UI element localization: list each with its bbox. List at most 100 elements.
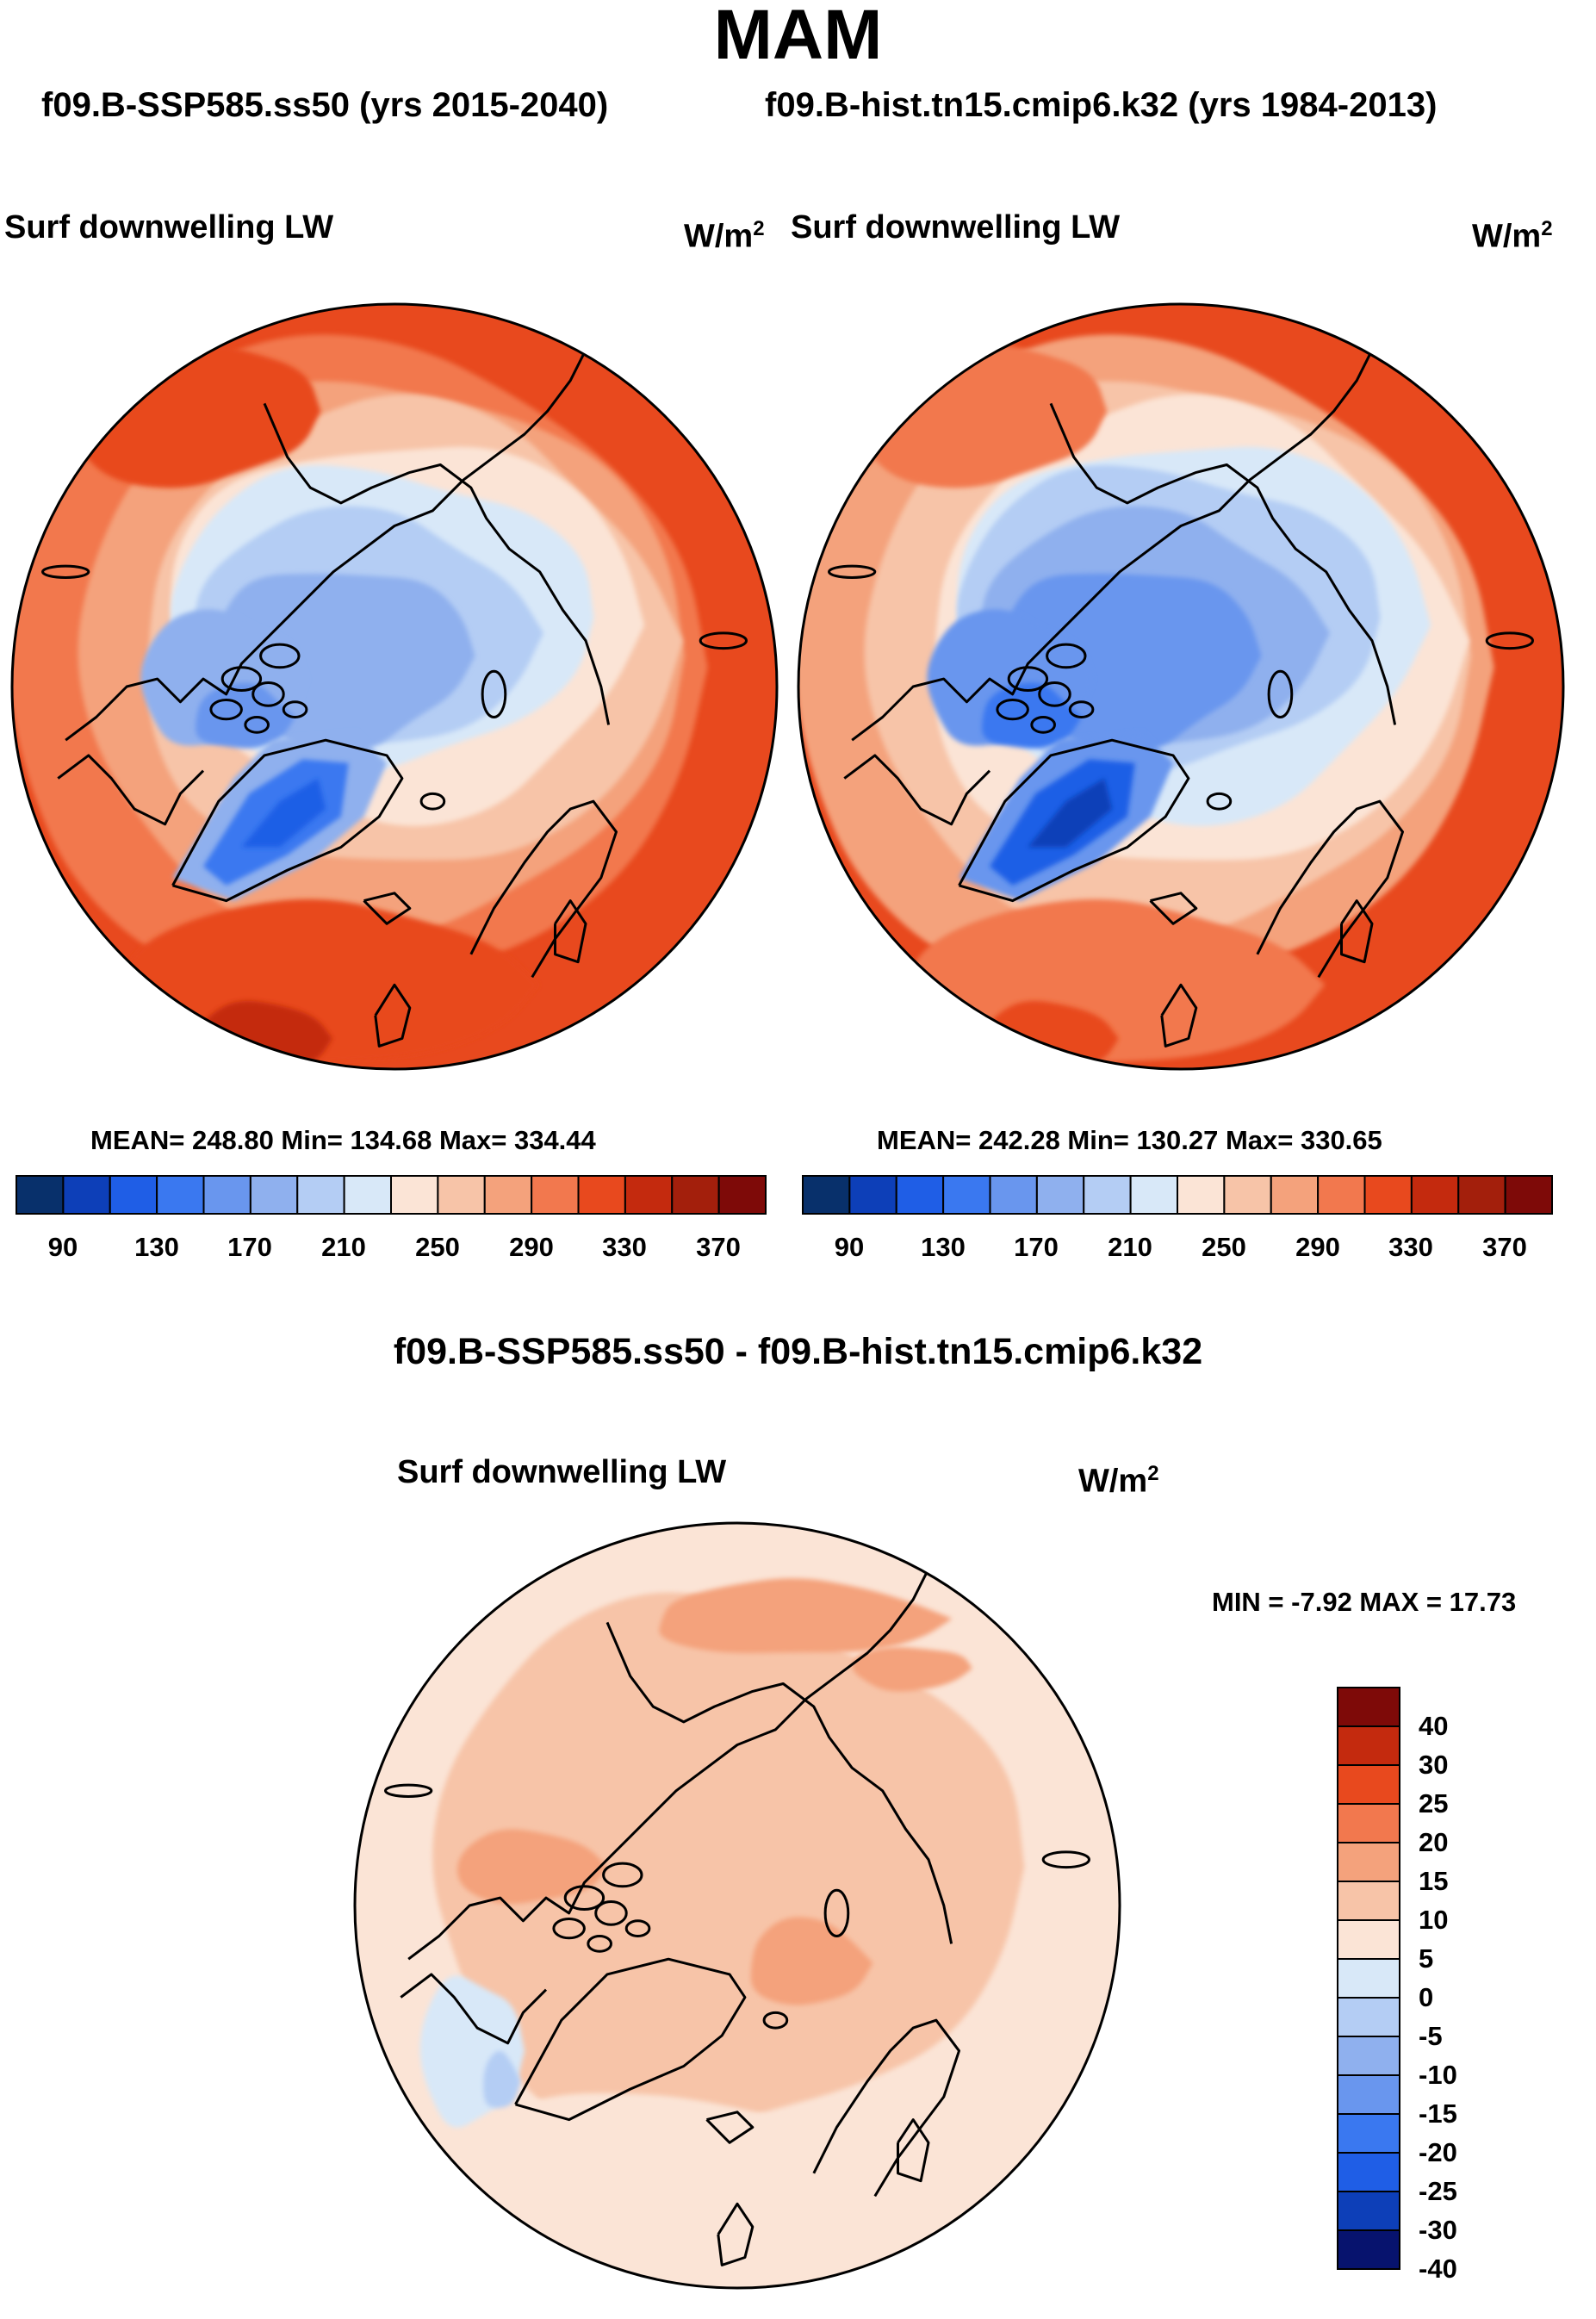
coastline-7 bbox=[1340, 899, 1374, 964]
coastline-5 bbox=[717, 2202, 755, 2266]
island-3 bbox=[259, 643, 301, 669]
right-case-subtitle: f09.B-hist.tn15.cmip6.k32 (yrs 1984-2013… bbox=[765, 86, 1438, 124]
p1-tick: 250 bbox=[415, 1232, 460, 1262]
colorbar-box bbox=[1410, 1175, 1460, 1215]
difference-title: f09.B-SSP585.ss50 - f09.B-hist.tn15.cmip… bbox=[393, 1331, 1203, 1372]
difference-map-border bbox=[353, 1521, 1121, 2290]
diff-field-okhotsk bbox=[852, 1647, 972, 1692]
colorbar-box bbox=[1337, 1725, 1400, 1766]
field-greenland-core bbox=[241, 778, 326, 848]
island-4 bbox=[587, 1935, 612, 1953]
colorbar-box bbox=[1337, 1803, 1400, 1843]
diff-tick: 0 bbox=[1419, 1982, 1434, 2012]
panel2-map-border bbox=[797, 302, 1565, 1071]
colorbar-box bbox=[62, 1175, 111, 1215]
diff-tick: 15 bbox=[1419, 1866, 1449, 1896]
colorbar-box bbox=[1337, 1881, 1400, 1921]
diff-tick: -25 bbox=[1419, 2176, 1457, 2206]
panel1-map-border bbox=[10, 302, 779, 1071]
island-7 bbox=[481, 669, 507, 719]
island-1 bbox=[252, 681, 285, 707]
p1-tick: 370 bbox=[696, 1232, 741, 1262]
colorbar-box bbox=[390, 1175, 439, 1215]
island-1 bbox=[594, 1900, 628, 1926]
colorbar-box bbox=[1177, 1175, 1226, 1215]
colorbar-box bbox=[1337, 1997, 1400, 2037]
diff-field-cool-core bbox=[483, 2050, 521, 2108]
coastline-0 bbox=[65, 349, 587, 742]
island-4 bbox=[244, 716, 270, 734]
colorbar-box bbox=[1337, 1687, 1400, 1727]
diff-panel-units: W/m2 bbox=[1078, 1462, 1159, 1500]
island-2 bbox=[552, 1918, 586, 1940]
colorbar-box bbox=[1083, 1175, 1132, 1215]
p2-tick: 90 bbox=[834, 1232, 865, 1262]
diff-tick: 30 bbox=[1419, 1750, 1449, 1780]
coastline-0 bbox=[851, 349, 1374, 742]
colorbar-box bbox=[1337, 1958, 1400, 1999]
colorbar-box bbox=[577, 1175, 626, 1215]
panel1-units: W/m2 bbox=[684, 217, 765, 255]
coastline-1 bbox=[1049, 402, 1397, 725]
island-8 bbox=[41, 564, 90, 579]
diff-tick: -10 bbox=[1419, 2060, 1457, 2090]
colorbar-box bbox=[249, 1175, 299, 1215]
colorbar-box bbox=[942, 1175, 991, 1215]
difference-colorbar bbox=[1337, 1687, 1400, 2270]
island-4 bbox=[1030, 716, 1056, 734]
colorbar-box bbox=[1270, 1175, 1320, 1215]
coastline-7 bbox=[554, 899, 587, 964]
coastline-1 bbox=[605, 1621, 953, 1944]
colorbar-box bbox=[1129, 1175, 1178, 1215]
island-0 bbox=[563, 1885, 605, 1911]
coastline-2 bbox=[1256, 799, 1404, 979]
coastline-3 bbox=[171, 738, 404, 903]
island-9 bbox=[699, 631, 748, 650]
coastline-1 bbox=[263, 402, 611, 725]
diff-field-alaska bbox=[456, 1829, 608, 1905]
panel2-stats: MEAN= 242.28 Min= 130.27 Max= 330.65 bbox=[877, 1125, 1382, 1155]
island-9 bbox=[1041, 1850, 1090, 1869]
colorbar-box bbox=[1337, 2074, 1400, 2115]
panel2-map bbox=[798, 304, 1563, 1069]
colorbar-box bbox=[1337, 2191, 1400, 2231]
coastline-4 bbox=[57, 754, 205, 826]
diff-tick: 10 bbox=[1419, 1905, 1449, 1935]
island-6 bbox=[419, 792, 446, 811]
colorbar-box bbox=[1337, 1764, 1400, 1805]
colorbar-box bbox=[895, 1175, 945, 1215]
island-8 bbox=[384, 1783, 433, 1798]
colorbar-box bbox=[1337, 2113, 1400, 2154]
island-5 bbox=[1068, 700, 1095, 719]
colorbar-box bbox=[624, 1175, 674, 1215]
p2-tick: 290 bbox=[1295, 1232, 1340, 1262]
colorbar-box bbox=[437, 1175, 486, 1215]
p2-tick: 330 bbox=[1388, 1232, 1433, 1262]
colorbar-box bbox=[1504, 1175, 1553, 1215]
p1-tick: 90 bbox=[47, 1232, 78, 1262]
colorbar-box bbox=[109, 1175, 158, 1215]
coastline-4 bbox=[400, 1973, 548, 2045]
p1-tick: 290 bbox=[509, 1232, 554, 1262]
diff-tick: 25 bbox=[1419, 1788, 1449, 1819]
p1-tick: 330 bbox=[602, 1232, 647, 1262]
island-7 bbox=[1267, 669, 1294, 719]
colorbar-box bbox=[1337, 1842, 1400, 1882]
colorbar-box bbox=[1317, 1175, 1366, 1215]
coastline-4 bbox=[843, 754, 991, 826]
island-1 bbox=[1038, 681, 1071, 707]
island-9 bbox=[1485, 631, 1534, 650]
p1-tick: 130 bbox=[134, 1232, 179, 1262]
colorbar-box bbox=[802, 1175, 851, 1215]
field-greenland-core bbox=[1028, 778, 1113, 848]
p1-tick: 210 bbox=[321, 1232, 366, 1262]
colorbar-box bbox=[343, 1175, 392, 1215]
island-5 bbox=[282, 700, 308, 719]
p1-tick: 170 bbox=[227, 1232, 272, 1262]
colorbar-box bbox=[1337, 2229, 1400, 2270]
island-7 bbox=[823, 1888, 850, 1938]
diff-tick: 5 bbox=[1419, 1943, 1434, 1974]
coastline-6 bbox=[705, 2111, 755, 2144]
colorbar-box bbox=[1457, 1175, 1506, 1215]
